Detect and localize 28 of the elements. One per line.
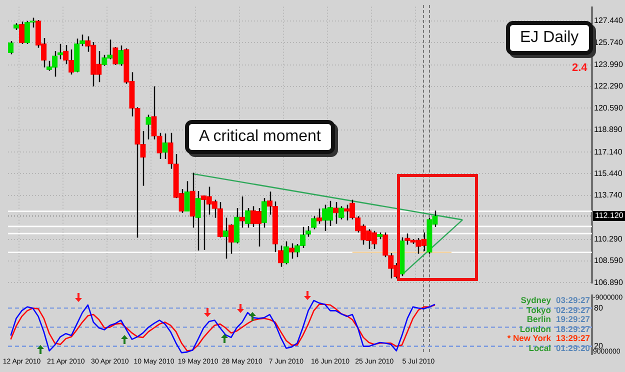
annotation: 01:29:20 xyxy=(556,342,590,354)
y-tick-label: 127.440 xyxy=(594,16,624,26)
y-tick-label: 80 xyxy=(594,303,604,312)
annotation: 18:29:27 xyxy=(556,324,590,334)
annotation: Local xyxy=(528,342,551,354)
y-tick-label: 108.590 xyxy=(594,256,624,266)
annotation: 02:29:27 xyxy=(556,304,590,316)
y-tick-label: 110.290 xyxy=(594,234,623,244)
annotation: Tokyo xyxy=(526,304,551,315)
annotation: 2.4 xyxy=(572,62,588,74)
y-tick-label: 113.740 xyxy=(594,190,623,200)
annotation: 19:29:27 xyxy=(556,314,590,325)
annotation: Berlin xyxy=(526,314,551,325)
annotation: 03:29:27 xyxy=(556,295,590,306)
y-tick-label: 106.890 xyxy=(594,278,624,287)
y-tick-label: 123.990 xyxy=(594,60,624,70)
annotation: London xyxy=(518,324,551,334)
annotation: EJ Daily xyxy=(506,21,593,55)
annotation: A critical moment xyxy=(185,120,335,154)
annotation: Sydney xyxy=(520,295,551,306)
ref-line-label: 112.120 xyxy=(595,211,624,220)
y-tick-label: 117.140 xyxy=(594,147,623,156)
annotation: 13:29:27 xyxy=(556,333,590,344)
annotation: * New York xyxy=(507,333,551,344)
y-tick-label: 115.440 xyxy=(594,168,623,178)
y-tick-label: 118.890 xyxy=(594,124,623,134)
y-tick-label: 120.590 xyxy=(594,103,624,112)
y-tick-label: 122.290 xyxy=(594,82,624,91)
